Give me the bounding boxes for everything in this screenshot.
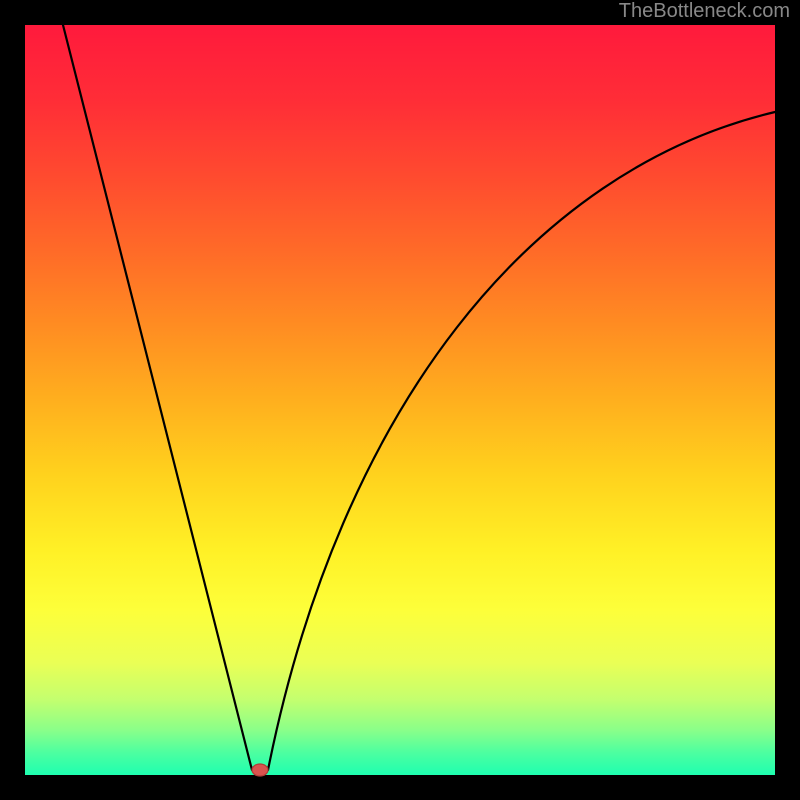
chart-container: TheBottleneck.com [0,0,800,800]
plot-background [25,25,775,775]
watermark-text: TheBottleneck.com [619,0,790,23]
optimal-marker [252,764,268,776]
bottleneck-chart [0,0,800,800]
